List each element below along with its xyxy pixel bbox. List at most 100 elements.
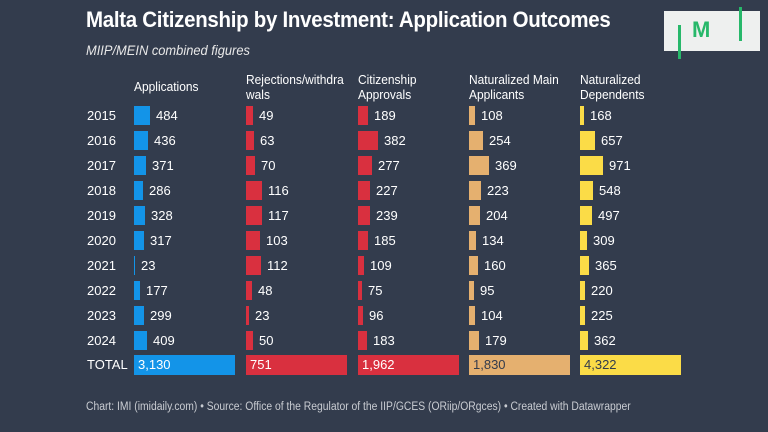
data-label: 365	[595, 258, 617, 273]
data-bar	[580, 256, 589, 275]
data-bar	[469, 231, 476, 250]
data-label: 177	[146, 283, 168, 298]
data-label: 497	[598, 208, 620, 223]
logo-bar-left	[678, 25, 681, 59]
data-label: 277	[378, 158, 400, 173]
data-bar	[246, 281, 252, 300]
data-label: 254	[489, 133, 511, 148]
chart-footer: Chart: IMI (imidaily.com) • Source: Offi…	[86, 401, 631, 413]
data-label: 220	[591, 283, 613, 298]
column-header: Applications	[134, 79, 199, 94]
data-bar	[358, 131, 378, 150]
logo-bar-right	[739, 7, 742, 41]
data-bar	[246, 206, 262, 225]
data-bar	[358, 156, 372, 175]
data-label: 409	[153, 333, 175, 348]
data-bar	[134, 181, 143, 200]
total-label: 1,962	[362, 357, 395, 372]
data-label: 971	[609, 158, 631, 173]
data-label: 436	[154, 133, 176, 148]
data-label: 49	[259, 108, 274, 123]
data-bar	[358, 181, 370, 200]
data-bar	[580, 331, 588, 350]
data-bar	[469, 306, 475, 325]
data-bar	[469, 181, 481, 200]
row-label-year: 2021	[87, 258, 116, 273]
row-label-year: 2016	[87, 133, 116, 148]
data-label: 225	[591, 308, 613, 323]
data-label: 23	[141, 258, 156, 273]
data-label: 23	[255, 308, 270, 323]
data-bar	[580, 181, 593, 200]
data-label: 317	[150, 233, 172, 248]
row-label-year: 2017	[87, 158, 116, 173]
data-bar	[358, 206, 370, 225]
data-bar	[580, 156, 603, 175]
data-bar	[358, 106, 368, 125]
data-bar	[246, 231, 260, 250]
data-label: 63	[260, 133, 275, 148]
data-label: 134	[482, 233, 504, 248]
data-bar	[469, 281, 474, 300]
data-label: 239	[376, 208, 398, 223]
data-bar	[246, 331, 253, 350]
data-bar	[246, 106, 253, 125]
data-bar	[469, 106, 475, 125]
data-bar	[134, 331, 147, 350]
data-label: 70	[261, 158, 276, 173]
data-label: 328	[151, 208, 173, 223]
data-label: 96	[369, 308, 384, 323]
row-label-year: 2018	[87, 183, 116, 198]
total-label: 751	[250, 357, 272, 372]
data-bar	[580, 206, 592, 225]
data-label: 185	[374, 233, 396, 248]
total-bar	[580, 355, 681, 375]
row-label-year: 2023	[87, 308, 116, 323]
row-label-year: 2015	[87, 108, 116, 123]
data-bar	[134, 256, 135, 275]
row-label-total: TOTAL	[87, 357, 128, 372]
data-bar	[358, 306, 363, 325]
data-bar	[358, 331, 367, 350]
row-label-year: 2024	[87, 333, 116, 348]
data-label: 369	[495, 158, 517, 173]
data-bar	[134, 156, 146, 175]
column-header: Naturalized Main Applicants	[469, 72, 559, 102]
data-bar	[134, 306, 144, 325]
data-bar	[246, 181, 262, 200]
data-label: 189	[374, 108, 396, 123]
data-bar	[134, 206, 145, 225]
data-label: 309	[593, 233, 615, 248]
data-bar	[469, 156, 489, 175]
data-bar	[246, 156, 255, 175]
total-bar	[358, 355, 459, 375]
total-label: 4,322	[584, 357, 617, 372]
data-label: 112	[267, 258, 288, 273]
data-label: 160	[484, 258, 506, 273]
data-bar	[134, 281, 140, 300]
row-label-year: 2019	[87, 208, 116, 223]
data-label: 548	[599, 183, 621, 198]
data-label: 108	[481, 108, 503, 123]
data-bar	[246, 306, 249, 325]
data-bar	[580, 131, 595, 150]
data-label: 371	[152, 158, 174, 173]
total-label: 1,830	[473, 357, 506, 372]
row-label-year: 2022	[87, 283, 116, 298]
data-label: 50	[259, 333, 274, 348]
data-label: 362	[594, 333, 616, 348]
data-label: 484	[156, 108, 178, 123]
data-label: 299	[150, 308, 172, 323]
total-bar	[469, 355, 570, 375]
data-bar	[469, 331, 479, 350]
chart-title: Malta Citizenship by Investment: Applica…	[86, 7, 611, 32]
chart-subtitle: MIIP/MEIN combined figures	[86, 42, 250, 58]
data-label: 179	[485, 333, 507, 348]
total-label: 3,130	[138, 357, 171, 372]
data-bar	[246, 256, 261, 275]
data-label: 227	[376, 183, 398, 198]
imi-logo: M	[664, 7, 760, 59]
data-bar	[580, 281, 585, 300]
data-label: 183	[373, 333, 395, 348]
data-label: 382	[384, 133, 406, 148]
